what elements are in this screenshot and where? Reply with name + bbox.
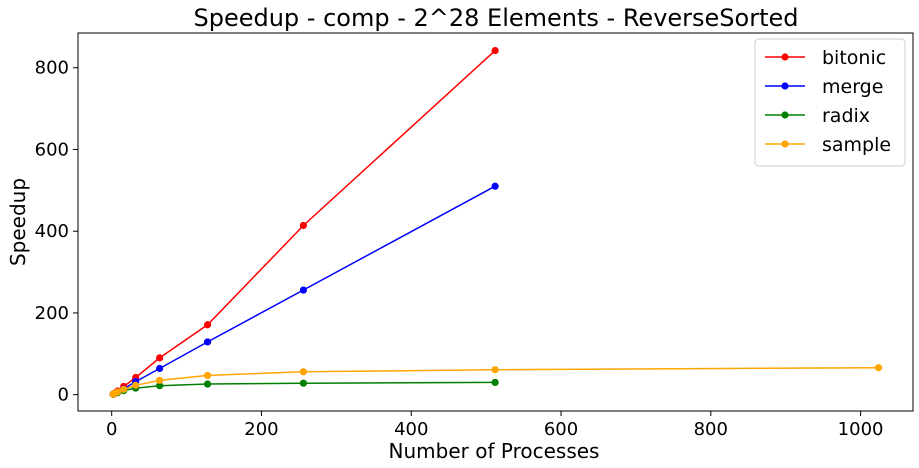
legend-swatch-marker	[781, 111, 789, 119]
chart-title: Speedup - comp - 2^28 Elements - Reverse…	[193, 4, 798, 32]
data-point-bitonic	[299, 221, 308, 230]
legend-label: bitonic	[822, 47, 886, 69]
x-tick-label: 600	[544, 419, 578, 440]
legend-item-bitonic: bitonic	[765, 47, 886, 69]
data-point-merge	[299, 286, 308, 294]
y-tick-label: 600	[35, 139, 69, 160]
legend-swatch-marker	[781, 82, 789, 90]
x-tick-label: 0	[106, 419, 117, 440]
legend: bitonic merge radix sample	[754, 38, 906, 167]
data-point-bitonic	[203, 321, 212, 329]
x-tick-label: 400	[394, 419, 428, 440]
legend-item-radix: radix	[765, 105, 870, 127]
series-sample	[109, 364, 883, 398]
data-point-radix	[491, 378, 499, 386]
legend-box	[754, 38, 906, 167]
data-point-sample	[156, 376, 164, 384]
y-tick-label: 400	[35, 221, 69, 242]
legend-label: sample	[822, 134, 891, 156]
legend-item-merge: merge	[765, 76, 883, 98]
y-tick-label: 0	[58, 385, 69, 406]
data-point-sample	[203, 371, 212, 380]
series-layer	[109, 46, 883, 398]
y-tick-label: 200	[35, 303, 69, 324]
data-point-sample	[874, 364, 883, 372]
legend-label: radix	[822, 105, 870, 127]
data-point-bitonic	[491, 46, 499, 55]
data-point-sample	[491, 366, 499, 374]
data-point-sample	[114, 388, 122, 396]
x-tick-label: 1000	[838, 419, 884, 440]
legend-item-sample: sample	[765, 134, 891, 156]
data-point-bitonic	[156, 354, 164, 362]
legend-label: merge	[822, 76, 883, 98]
x-tick-label: 200	[244, 419, 278, 440]
data-point-sample	[120, 385, 128, 393]
y-axis: 0 200 400 600 800	[35, 58, 78, 406]
data-point-radix	[299, 379, 308, 387]
y-axis-label: Speedup	[6, 178, 30, 266]
x-tick-label: 800	[694, 419, 728, 440]
data-point-sample	[132, 381, 140, 389]
data-point-radix	[203, 380, 212, 388]
legend-swatch-marker	[781, 140, 789, 148]
data-point-sample	[299, 368, 308, 376]
data-point-merge	[491, 182, 499, 190]
data-point-merge	[203, 338, 212, 346]
legend-swatch-marker	[781, 53, 789, 61]
data-point-merge	[156, 364, 164, 373]
x-axis-label: Number of Processes	[389, 439, 600, 463]
y-tick-label: 800	[35, 58, 69, 79]
data-point-radix	[156, 382, 164, 390]
x-axis: 0 200 400 600 800 1000	[106, 411, 884, 440]
